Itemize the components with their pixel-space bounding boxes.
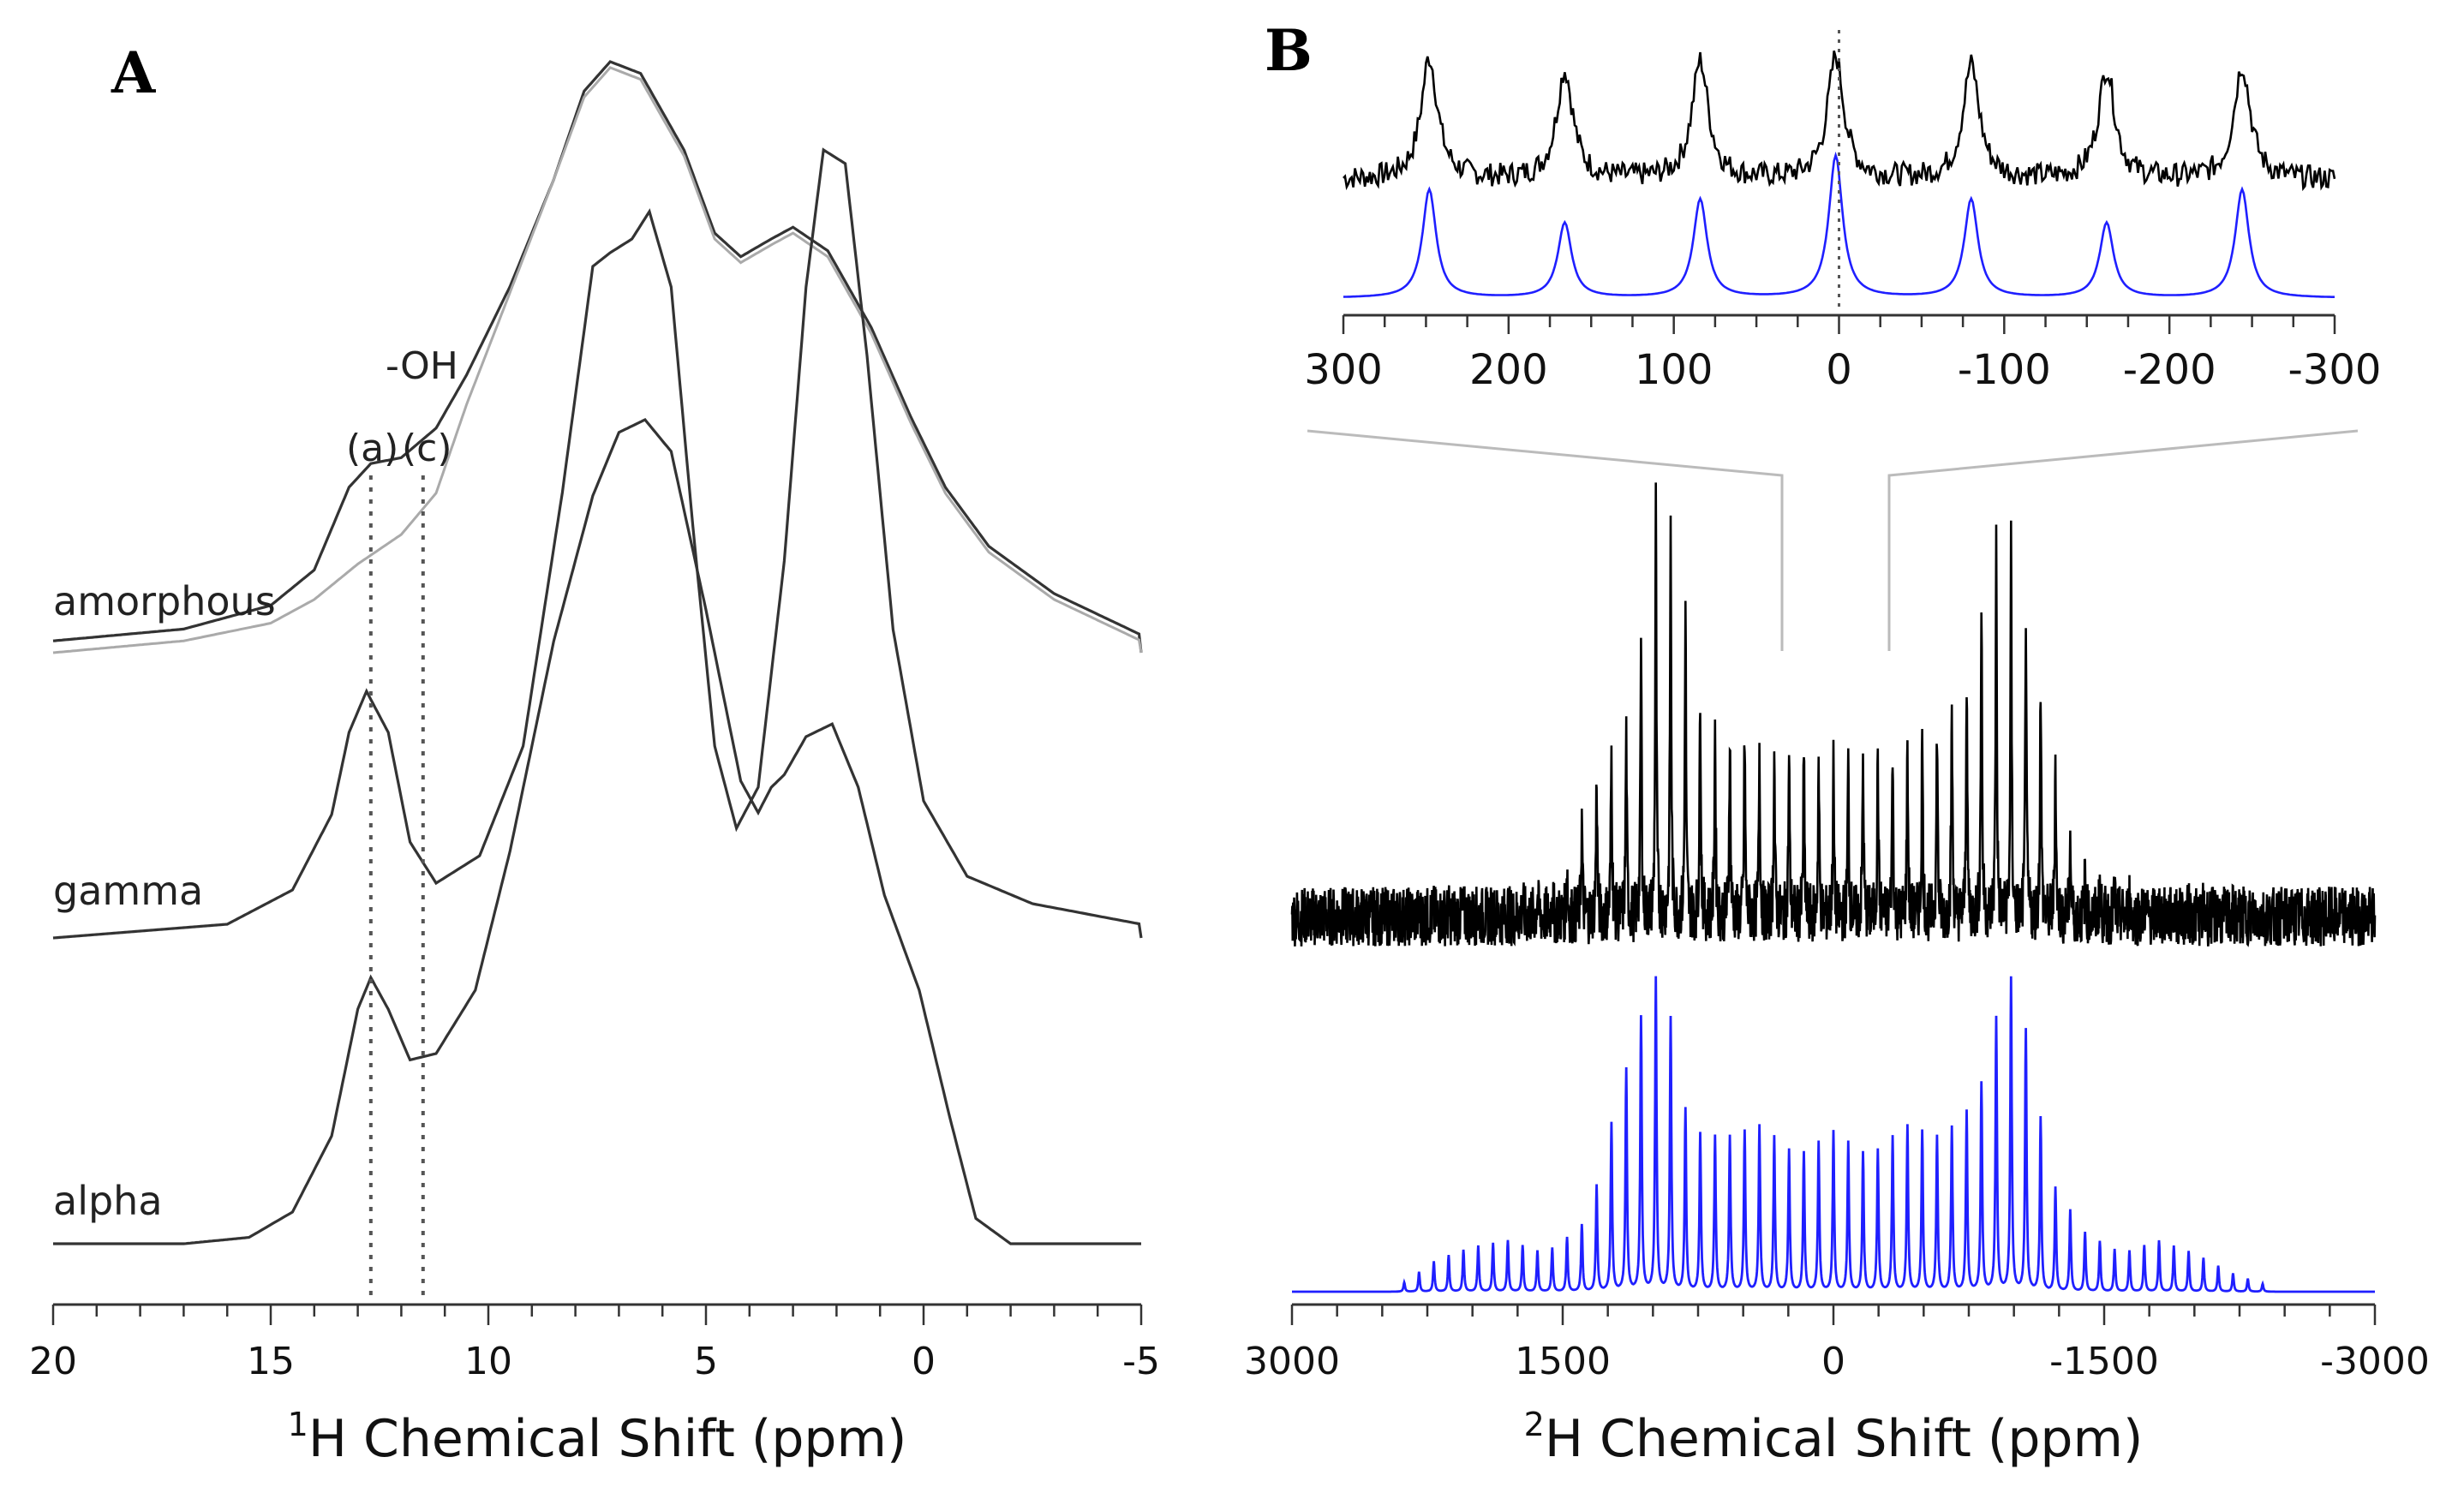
zoom-connector-left — [1307, 429, 1784, 651]
inset-tick-label: -100 — [1958, 346, 2051, 394]
inset-ticks: 300 200 100 0 -100 -200 -300 — [1304, 315, 2381, 394]
x-tick-label: 5 — [694, 1340, 718, 1383]
x-tick-label: 1500 — [1515, 1340, 1611, 1383]
panel-b-inset — [1343, 30, 2336, 310]
panel-label-b: B — [1265, 17, 1313, 84]
x-tick-label: 15 — [247, 1340, 295, 1383]
panel-a-series-labels: amorphous gamma alpha — [53, 578, 276, 1224]
x-tick-label: 0 — [912, 1340, 936, 1383]
x-tick-label: -5 — [1122, 1340, 1160, 1383]
panel-a-x-axis-label: 1H Chemical Shift (ppm) — [288, 1406, 907, 1469]
panel-b-main-spectra — [1290, 482, 2377, 1293]
inset-zoom-connectors — [1307, 429, 2359, 651]
inset-tick-label: -300 — [2288, 346, 2382, 394]
panel-a-plot: 20 15 10 5 0 -5 amorphous gamma alpha -OH (a) (… — [29, 60, 1160, 1469]
panel-a-curves — [52, 60, 1143, 1245]
x-tick-label: 3000 — [1244, 1340, 1340, 1383]
panel-a-reference-lines — [368, 475, 425, 1300]
x-tick-label: 10 — [464, 1340, 512, 1383]
inset-tick-label: -200 — [2123, 346, 2216, 394]
zoom-connector-right — [1887, 429, 2359, 651]
x-tick-label: -3000 — [2320, 1340, 2430, 1383]
panel-label-a: A — [111, 39, 156, 106]
series-label-amorphous: amorphous — [53, 578, 276, 624]
x-tick-label: 0 — [1821, 1340, 1845, 1383]
panel-b-ticks: 3000 1500 0 -1500 -3000 — [1244, 1305, 2430, 1383]
annotation-a: (a) — [346, 427, 398, 470]
panel-a-ticks: 20 15 10 5 0 -5 — [29, 1305, 1160, 1383]
inset-tick-label: 100 — [1635, 346, 1713, 394]
curve-alpha — [53, 418, 1141, 1245]
annotation-c: (c) — [402, 427, 452, 470]
curve-reference — [52, 66, 1143, 654]
panel-b-x-axis-label: 2H Chemical Shift (ppm) — [1524, 1406, 2144, 1469]
curve-gamma — [52, 147, 1143, 940]
x-tick-label: 20 — [29, 1340, 77, 1383]
inset-tick-label: 0 — [1826, 346, 1852, 394]
main-experimental — [1290, 482, 2377, 947]
inset-simulated — [1343, 151, 2335, 298]
series-label-alpha: alpha — [53, 1178, 163, 1224]
x-tick-label: -1500 — [2049, 1340, 2159, 1383]
curve-amorphous — [52, 60, 1143, 654]
oh-annotation: -OH — [386, 344, 458, 388]
panel-b-plot: 300 200 100 0 -100 -200 -300 3000 1500 0 -1500 -30… — [1244, 30, 2430, 1469]
inset-tick-label: 300 — [1304, 346, 1383, 394]
series-label-gamma: gamma — [53, 868, 203, 914]
main-simulated — [1292, 976, 2375, 1293]
inset-tick-label: 200 — [1469, 346, 1548, 394]
